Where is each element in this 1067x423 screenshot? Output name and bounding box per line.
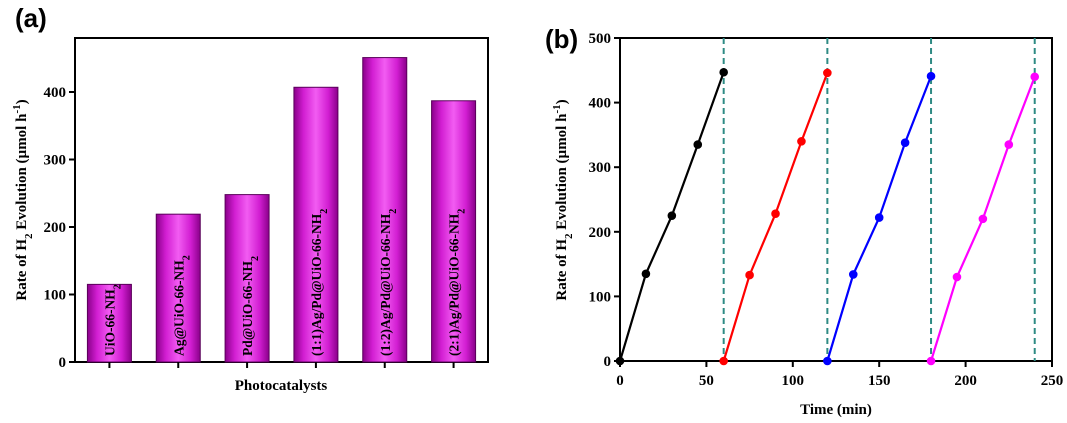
- data-point: [1030, 72, 1040, 82]
- x-tick-label: 250: [1041, 373, 1064, 389]
- data-point: [926, 356, 936, 366]
- data-point: [641, 269, 651, 279]
- data-point: [900, 138, 910, 147]
- x-tick-label: 0: [616, 373, 624, 389]
- y-tick-label: 0: [604, 354, 612, 370]
- y-tick-label: 400: [44, 85, 67, 101]
- bar-category-label: (2:1)Ag/Pd@UiO-66-NH2: [447, 209, 468, 356]
- data-point: [745, 270, 754, 280]
- series: [719, 68, 832, 366]
- data-point: [719, 356, 728, 366]
- bar: [293, 86, 339, 363]
- data-point: [848, 270, 858, 279]
- bar: [155, 213, 201, 363]
- panel-b-label: (b): [545, 24, 578, 54]
- bar-category-label: (1:1)Ag/Pd@UiO-66-NH2: [309, 209, 330, 356]
- bar: [86, 283, 132, 363]
- y-tick-label: 400: [589, 96, 612, 112]
- panel-a-bars: UiO-66-NH2 Ag@UiO-66-NH2 Pd@UiO-66-NH2 (1:1…: [86, 57, 477, 368]
- y-tick-label: 300: [589, 160, 612, 176]
- y-tick-label: 300: [44, 153, 67, 169]
- panel-b-axes: 0 100 200 300 400 500 0 50 100 150 200 250: [589, 31, 1064, 389]
- data-point: [823, 356, 832, 366]
- data-point: [667, 211, 677, 220]
- series: [615, 67, 728, 366]
- panel-a-frame: [74, 37, 489, 363]
- data-point: [823, 68, 832, 78]
- y-tick-label: 200: [44, 220, 67, 236]
- data-point: [771, 209, 780, 219]
- panel-a-y-axis-title: Rate of H2 Evolution (µmol h-1): [11, 99, 35, 300]
- x-tick-label: 100: [782, 373, 805, 389]
- y-tick-label: 200: [589, 225, 612, 241]
- panel-b-x-axis-title: Time (min): [800, 402, 872, 418]
- panel-b-frame: [619, 37, 1053, 362]
- bar-category-label: UiO-66-NH2: [102, 284, 123, 356]
- series: [823, 71, 936, 366]
- panel-b-y-axis-title: Rate of H2 Evolution (µmol h-1): [551, 99, 575, 300]
- panel-a-y-axis: 0 100 200 300 400: [44, 85, 75, 371]
- y-tick-label: 0: [59, 355, 67, 371]
- data-point: [797, 137, 806, 146]
- data-point: [1004, 140, 1014, 149]
- x-tick-label: 200: [954, 373, 977, 389]
- y-tick-label: 500: [589, 31, 612, 47]
- x-tick-label: 50: [699, 373, 714, 389]
- panel-b-series: [615, 67, 1040, 366]
- y-tick-label: 100: [44, 288, 67, 304]
- panel-b-line-chart: (b) 0 100 200 300 400 500 0 50 100 150 200 250 Time…: [545, 24, 1063, 418]
- series: [926, 72, 1040, 366]
- data-point: [926, 71, 936, 81]
- panel-a-label: (a): [15, 3, 47, 33]
- data-point: [952, 272, 962, 282]
- data-point: [693, 140, 703, 149]
- bar-category-label: (1:2)Ag/Pd@UiO-66-NH2: [378, 209, 399, 356]
- data-point: [719, 67, 728, 77]
- data-point: [978, 214, 988, 224]
- x-tick-label: 150: [868, 373, 891, 389]
- data-point: [874, 213, 884, 222]
- panel-b-cycle-lines: [722, 38, 1036, 361]
- bar: [362, 57, 408, 363]
- panel-a-x-axis-title: Photocatalysts: [235, 378, 328, 394]
- y-tick-label: 100: [589, 289, 612, 305]
- bar-category-label: Ag@UiO-66-NH2: [171, 255, 192, 356]
- panel-a-bar-chart: (a) 0 100 200 300 400 UiO-66-NH2 Ag@UiO-66-NH…: [11, 3, 489, 394]
- bar-category-label: Pd@UiO-66-NH2: [240, 256, 260, 356]
- bar: [224, 194, 270, 363]
- data-point: [615, 356, 625, 366]
